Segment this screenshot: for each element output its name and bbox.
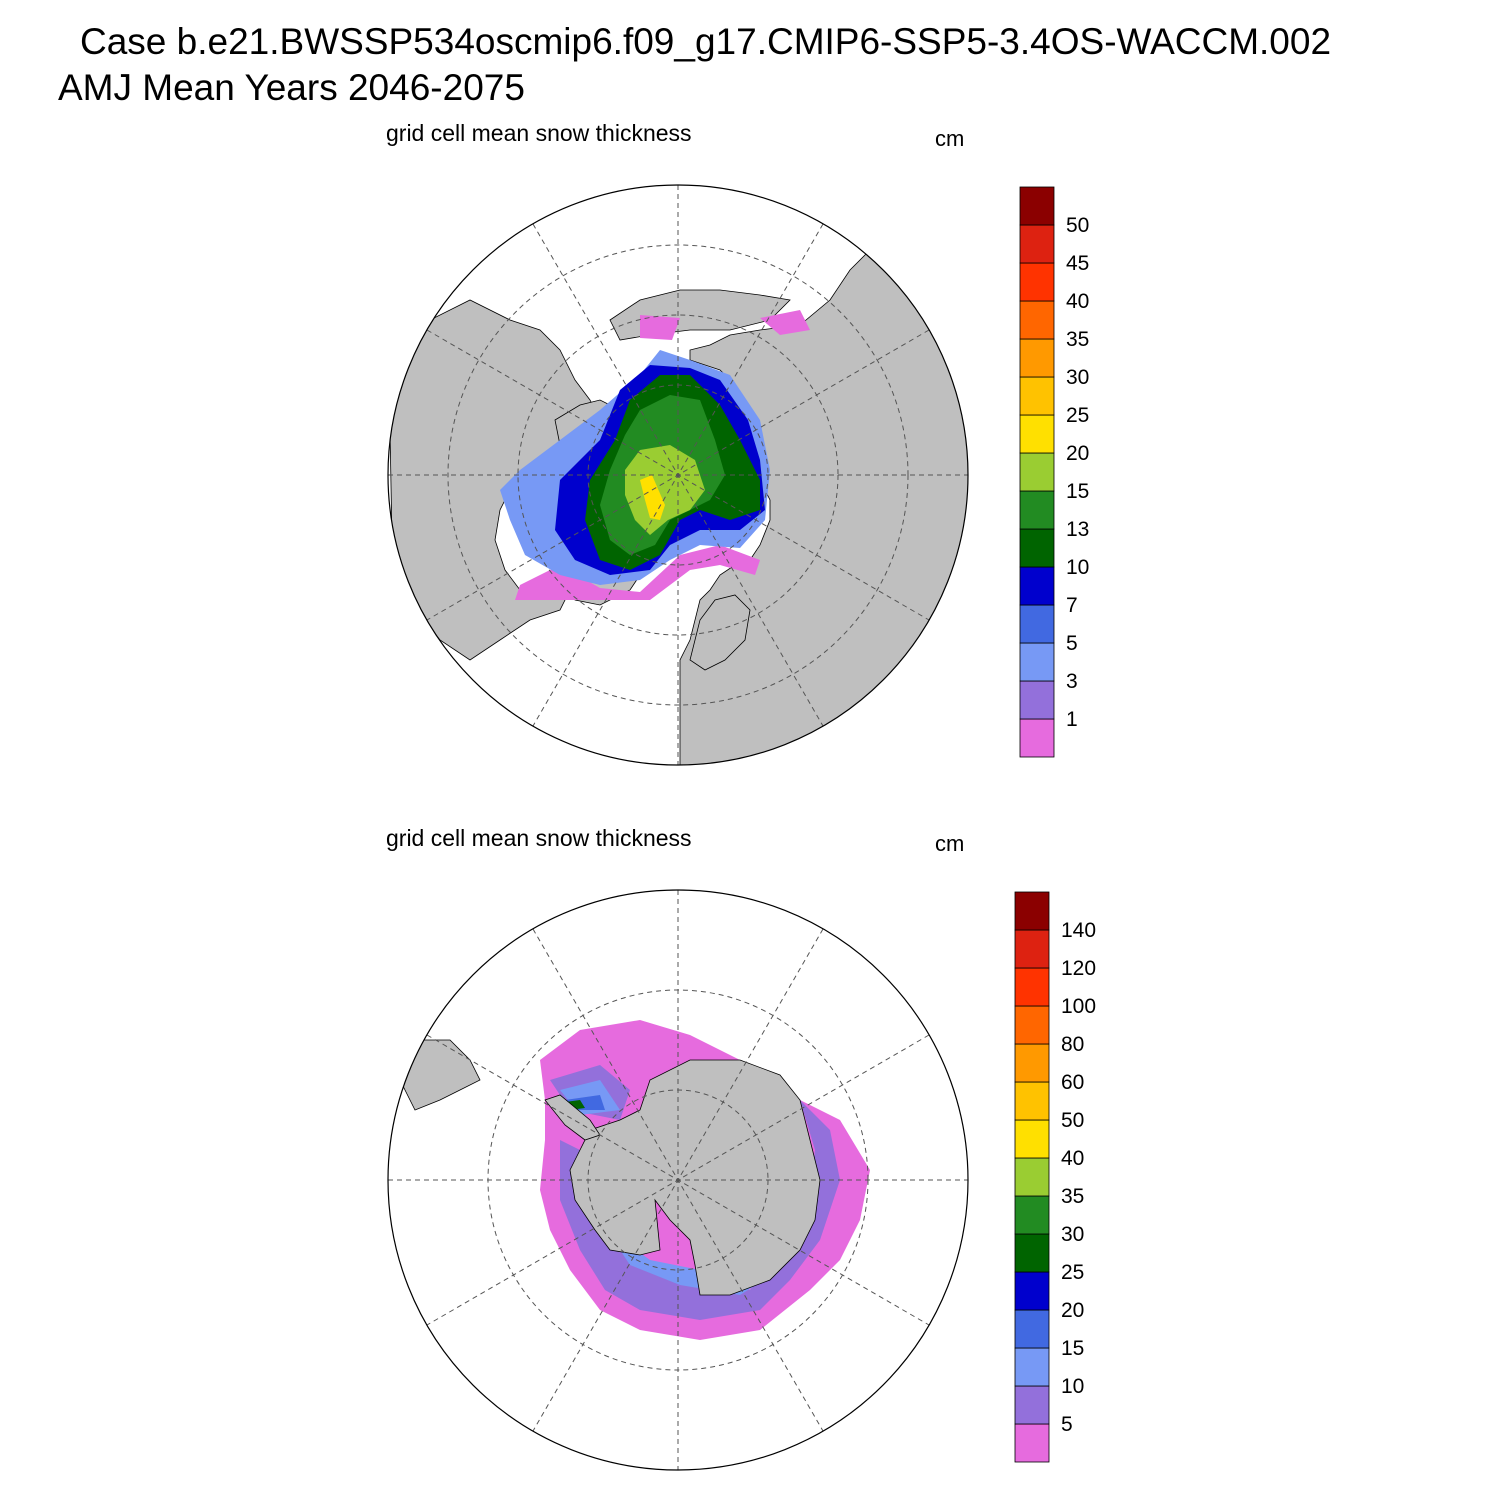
north-map-border — [387, 184, 969, 766]
north-colorbar-swatch — [1019, 718, 1055, 758]
south-colorbar-label: 25 — [1061, 1261, 1084, 1284]
north-colorbar-swatch — [1019, 224, 1055, 264]
south-colorbar-swatch — [1014, 891, 1050, 931]
north-colorbar-label: 1 — [1066, 708, 1078, 731]
north-polar-map — [387, 184, 969, 766]
north-snow-band-15 — [625, 445, 705, 535]
north-colorbar-swatch — [1019, 186, 1055, 226]
south-colorbar-swatch — [1014, 967, 1050, 1007]
south-colorbar-swatch — [1014, 929, 1050, 969]
north-panel-title: grid cell mean snow thickness — [386, 120, 692, 146]
south-colorbar-label: 15 — [1061, 1337, 1084, 1360]
south-colorbar-swatch — [1014, 1309, 1050, 1349]
north-colorbar-label: 30 — [1066, 366, 1089, 389]
figure-title-case: Case b.e21.BWSSP534oscmip6.f09_g17.CMIP6… — [80, 21, 1332, 62]
south-colorbar-label: 140 — [1061, 919, 1096, 942]
south-colorbar-swatch — [1014, 1195, 1050, 1235]
south-colorbar-label: 10 — [1061, 1375, 1084, 1398]
north-colorbar-label: 25 — [1066, 404, 1089, 427]
north-colorbar-label: 40 — [1066, 290, 1089, 313]
south-colorbar-label: 20 — [1061, 1299, 1084, 1322]
south-colorbar-swatch — [1014, 1119, 1050, 1159]
north-colorbar-swatch — [1019, 338, 1055, 378]
south-colorbar-swatch — [1014, 1233, 1050, 1273]
south-graticule — [388, 890, 968, 1470]
south-colorbar-label: 30 — [1061, 1223, 1084, 1246]
south-unit-label: cm — [935, 831, 965, 856]
north-colorbar-label: 50 — [1066, 214, 1089, 237]
north-snow-band-1-atlantic — [515, 545, 760, 600]
south-colorbar-label: 100 — [1061, 995, 1096, 1018]
north-colorbar-label: 45 — [1066, 252, 1089, 275]
north-unit-label: cm — [935, 126, 965, 151]
north-colorbar-label: 7 — [1066, 594, 1078, 617]
north-colorbar-swatch — [1019, 300, 1055, 340]
south-snow-band-10 — [550, 1065, 840, 1320]
south-colorbar-label: 80 — [1061, 1033, 1084, 1056]
north-graticule — [388, 185, 968, 765]
north-colorbar-label: 15 — [1066, 480, 1089, 503]
north-colorbar-label: 35 — [1066, 328, 1089, 351]
south-land-south-america — [399, 1039, 481, 1111]
south-panel-title: grid cell mean snow thickness — [386, 825, 692, 851]
north-colorbar-label: 3 — [1066, 670, 1078, 693]
north-snow-band-1-siberia — [760, 310, 810, 335]
south-colorbar-label: 120 — [1061, 957, 1096, 980]
south-colorbar-swatch — [1014, 1423, 1050, 1463]
south-colorbar-swatch — [1014, 1081, 1050, 1121]
north-colorbar-swatch — [1019, 490, 1055, 530]
south-colorbar-swatch — [1014, 1043, 1050, 1083]
north-colorbar-label: 20 — [1066, 442, 1089, 465]
north-colorbar-swatch — [1019, 642, 1055, 682]
north-land-scandinavia — [689, 594, 751, 671]
north-colorbar-swatch — [1019, 414, 1055, 454]
north-colorbar-swatch — [1019, 376, 1055, 416]
south-colorbar-swatch — [1014, 1157, 1050, 1197]
south-colorbar-label: 50 — [1061, 1109, 1084, 1132]
south-colorbar-label: 5 — [1061, 1413, 1073, 1436]
south-colorbar: 140 120 100 80 60 50 40 35 30 25 20 15 10 5 — [1014, 891, 1096, 1463]
north-colorbar-label: 5 — [1066, 632, 1078, 655]
south-colorbar-swatch — [1014, 1005, 1050, 1045]
north-colorbar-label: 10 — [1066, 556, 1089, 579]
south-colorbar-swatch — [1014, 1385, 1050, 1425]
north-colorbar-swatch — [1019, 452, 1055, 492]
south-colorbar-label: 35 — [1061, 1185, 1084, 1208]
north-snow-band-1 — [640, 315, 680, 340]
south-colorbar-label: 40 — [1061, 1147, 1084, 1170]
north-colorbar-swatch — [1019, 604, 1055, 644]
south-colorbar-label: 60 — [1061, 1071, 1084, 1094]
south-polar-map — [387, 889, 969, 1471]
south-map-border — [387, 889, 969, 1471]
north-colorbar-swatch — [1019, 680, 1055, 720]
figure-title-period: AMJ Mean Years 2046-2075 — [58, 67, 525, 108]
north-colorbar: 50 45 40 35 30 25 20 15 13 10 7 5 3 1 — [1019, 186, 1089, 758]
north-colorbar-swatch — [1019, 566, 1055, 606]
south-colorbar-swatch — [1014, 1347, 1050, 1387]
south-colorbar-swatch — [1014, 1271, 1050, 1311]
south-land-antarctica — [569, 1059, 821, 1296]
north-colorbar-swatch — [1019, 528, 1055, 568]
north-colorbar-label: 13 — [1066, 518, 1089, 541]
north-colorbar-swatch — [1019, 262, 1055, 302]
